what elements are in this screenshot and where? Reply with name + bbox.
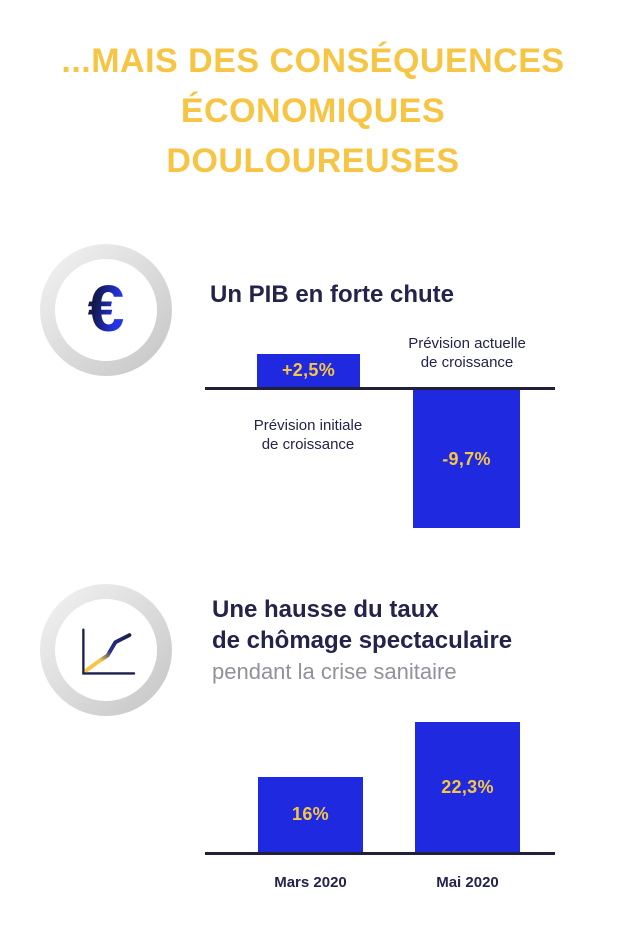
gdp-label-initial-forecast: Prévision initiale de croissance (237, 416, 379, 454)
unemployment-heading-line3: pendant la crise sanitaire (212, 659, 457, 684)
gdp-bar-positive: +2,5% (257, 354, 360, 387)
unemployment-bar-mars: 16% (258, 777, 363, 852)
unemployment-heading: Une hausse du taux de chômage spectacula… (212, 594, 512, 687)
gdp-bar-positive-value: +2,5% (281, 360, 336, 380)
page-title: ...MAIS DES CONSÉQUENCES ÉCONOMIQUES DOU… (0, 36, 626, 186)
gdp-label-initial-line1: Prévision initiale (253, 417, 363, 434)
page-title-line-3: DOULOUREUSES (166, 142, 460, 180)
gdp-icon-badge: € (40, 244, 172, 376)
page-title-line-2: ÉCONOMIQUES (180, 92, 446, 130)
unemployment-heading-line2: de chômage spectaculaire (212, 627, 513, 654)
unemployment-heading-line1: Une hausse du taux (212, 596, 439, 623)
gdp-chart-baseline (205, 387, 555, 390)
gdp-label-current-forecast: Prévision actuelle de croissance (391, 334, 543, 372)
unemployment-icon-badge (40, 584, 172, 716)
gdp-label-initial-line2: de croissance (261, 436, 355, 453)
unemployment-icon-badge-inner (55, 599, 157, 701)
line-chart-icon (82, 628, 136, 675)
unemployment-bar-mars-value: 16% (292, 804, 329, 824)
gdp-bar-negative: -9,7% (413, 390, 520, 528)
gdp-label-current-line1: Prévision actuelle (408, 335, 526, 352)
unemployment-bar-mai: 22,3% (415, 722, 520, 852)
gdp-bar-negative-value: -9,7% (442, 448, 491, 469)
gdp-heading: Un PIB en forte chute (210, 281, 455, 308)
unemployment-chart-baseline (205, 852, 555, 855)
page-title-line-1: ...MAIS DES CONSÉQUENCES (61, 42, 565, 80)
euro-icon: € (87, 271, 125, 345)
gdp-label-current-line2: de croissance (420, 354, 514, 371)
unemployment-bar-mai-value: 22,3% (441, 776, 494, 797)
gdp-icon-badge-inner: € (55, 259, 157, 361)
unemployment-xlabel-mars: Mars 2020 (274, 874, 347, 891)
unemployment-xlabel-mai: Mai 2020 (436, 874, 499, 891)
